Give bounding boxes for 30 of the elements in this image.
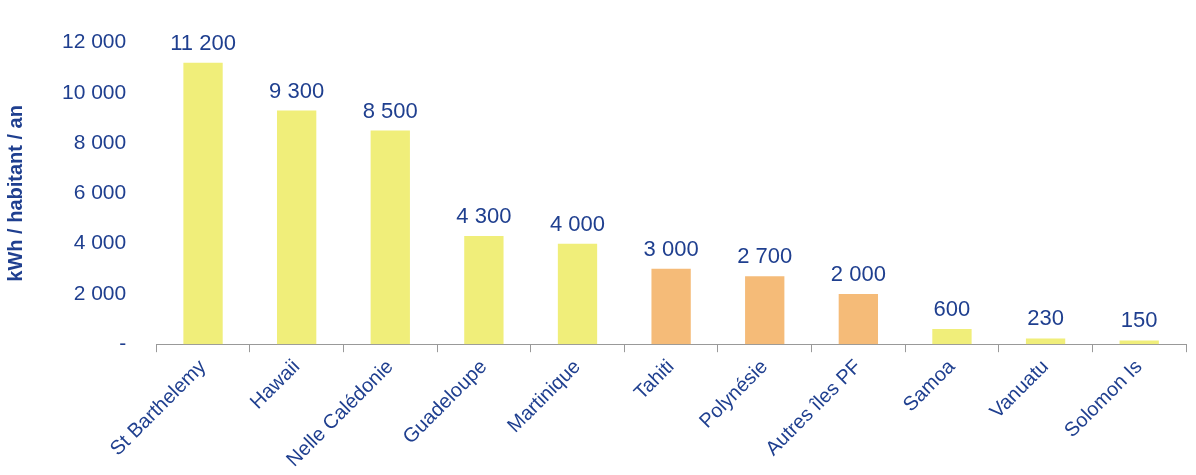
- bar: [838, 293, 879, 345]
- data-label: 230: [1027, 305, 1064, 331]
- y-tick-label: 4 000: [73, 230, 127, 254]
- bar: [276, 110, 317, 345]
- y-tick-label: -: [119, 330, 127, 354]
- data-label: 2 700: [737, 243, 793, 269]
- data-label: 11 200: [170, 29, 236, 55]
- data-label: 600: [933, 296, 971, 322]
- data-label: 4 000: [549, 210, 606, 236]
- bar: [651, 268, 691, 345]
- bar: [370, 130, 410, 345]
- y-axis-title: kWh / habitant / an: [3, 105, 26, 282]
- data-label: 8 500: [362, 97, 418, 123]
- bar: [557, 243, 598, 345]
- bar: [1025, 338, 1066, 345]
- bar: [183, 62, 223, 345]
- data-label: 4 300: [456, 203, 512, 229]
- y-tick-label: 12 000: [62, 29, 127, 53]
- y-tick-label: 8 000: [73, 129, 127, 153]
- bar: [1119, 340, 1159, 345]
- bar: [464, 236, 504, 345]
- data-label: 2 000: [830, 260, 886, 286]
- data-label: 150: [1120, 307, 1158, 333]
- bar: [745, 276, 785, 345]
- y-tick-label: 6 000: [73, 180, 127, 204]
- y-tick-label: 2 000: [73, 280, 127, 304]
- data-label: 9 300: [269, 77, 325, 103]
- y-tick-label: 10 000: [62, 79, 127, 103]
- data-label: 3 000: [643, 235, 699, 261]
- bar: [932, 329, 972, 345]
